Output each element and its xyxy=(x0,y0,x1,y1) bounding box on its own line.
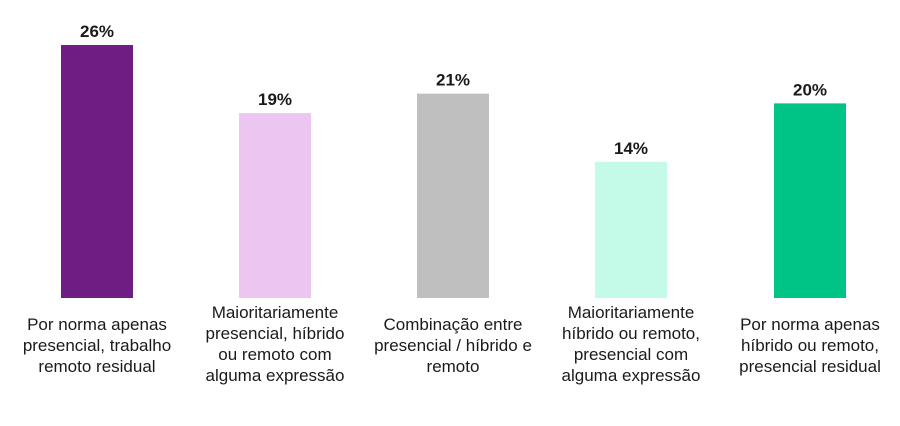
category-label-line: presencial / híbrido e xyxy=(374,336,532,355)
category-label-3: Combinação entre presencial / híbrido e re… xyxy=(368,314,538,377)
category-label-line: remoto xyxy=(426,357,480,376)
category-label-line: Por norma apenas xyxy=(740,315,880,334)
category-label-line: alguma expressão xyxy=(205,366,345,385)
category-label-line: Combinação entre xyxy=(383,315,523,334)
bar-4 xyxy=(595,161,667,298)
category-label-line: presencial, trabalho xyxy=(22,336,172,355)
bar-5 xyxy=(774,103,846,298)
data-label-1: 26% xyxy=(80,22,114,41)
category-label-line: híbrido ou remoto, xyxy=(741,336,879,355)
category-label-line: Maioritariamente xyxy=(567,303,695,322)
category-label-line: remoto residual xyxy=(38,357,156,376)
bar-2 xyxy=(239,113,311,298)
data-label-2: 19% xyxy=(258,90,292,109)
category-label-5: Por norma apenas híbrido ou remoto, presen… xyxy=(725,314,895,377)
category-label-4: Maioritariamente híbrido ou remoto, presen… xyxy=(546,302,716,386)
data-label-3: 21% xyxy=(436,71,470,90)
category-label-line: Maioritariamente xyxy=(211,303,339,322)
category-label-line: presencial com xyxy=(573,345,689,364)
category-label-line: presencial, híbrido xyxy=(205,324,345,343)
bar-3 xyxy=(417,93,489,299)
category-label-line: híbrido ou remoto, xyxy=(562,324,700,343)
data-label-4: 14% xyxy=(614,139,648,158)
category-label-line: alguma expressão xyxy=(561,366,701,385)
category-label-line: Por norma apenas xyxy=(27,315,167,334)
category-label-line: ou remoto com xyxy=(218,345,332,364)
category-label-1: Por norma apenas presencial, trabalho remo… xyxy=(12,314,182,377)
category-label-line: presencial residual xyxy=(739,357,881,376)
bar-1 xyxy=(61,45,133,298)
category-label-2: Maioritariamente presencial, híbrido ou re… xyxy=(190,302,360,386)
data-label-5: 20% xyxy=(793,80,827,99)
